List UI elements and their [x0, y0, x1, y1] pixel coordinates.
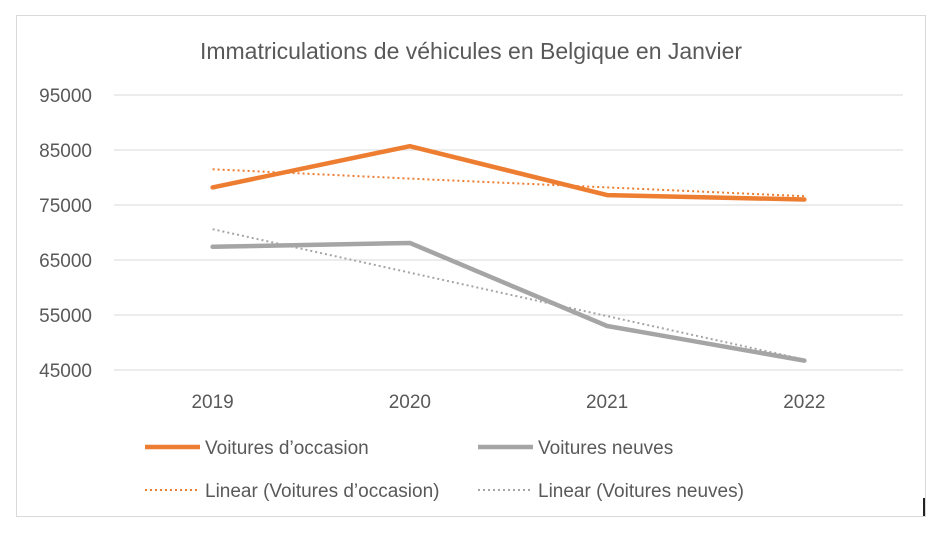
trendline-2: [212, 168, 805, 198]
legend-label: Voitures d’occasion: [205, 438, 369, 459]
x-tick-label: 2020: [389, 392, 431, 413]
x-axis-ticks: 2019 2020 2021 2022: [191, 392, 825, 413]
legend-label: Voitures neuves: [538, 438, 673, 459]
chart-title: Immatriculations de véhicules en Belgiqu…: [200, 38, 742, 64]
y-tick-label: 45000: [39, 361, 92, 382]
x-tick-label: 2022: [783, 392, 825, 413]
series-line-0: [210, 143, 807, 202]
gridlines: [114, 94, 903, 371]
y-axis-ticks: 45000 55000 65000 75000 85000 95000: [39, 86, 92, 382]
y-tick-label: 85000: [39, 141, 92, 162]
y-tick-label: 95000: [39, 86, 92, 107]
y-tick-label: 65000: [39, 251, 92, 272]
chart-frame: [16, 15, 926, 517]
legend-label: Linear (Voitures neuves): [538, 481, 744, 502]
y-tick-label: 55000: [39, 306, 92, 327]
legend: Voitures d’occasion Voitures neuves Linear…: [145, 438, 744, 502]
legend-item: Voitures d’occasion: [145, 438, 369, 459]
series-line-1: [210, 240, 807, 363]
legend-item: Linear (Voitures d’occasion): [145, 481, 439, 502]
series-lines: [210, 143, 807, 363]
x-tick-label: 2019: [191, 392, 233, 413]
legend-item: Linear (Voitures neuves): [478, 481, 744, 502]
legend-label: Linear (Voitures d’occasion): [205, 481, 439, 502]
y-tick-label: 75000: [39, 196, 92, 217]
text-cursor: [923, 498, 925, 516]
legend-item: Voitures neuves: [478, 438, 673, 459]
trendline-3: [212, 228, 805, 361]
x-tick-label: 2021: [586, 392, 628, 413]
